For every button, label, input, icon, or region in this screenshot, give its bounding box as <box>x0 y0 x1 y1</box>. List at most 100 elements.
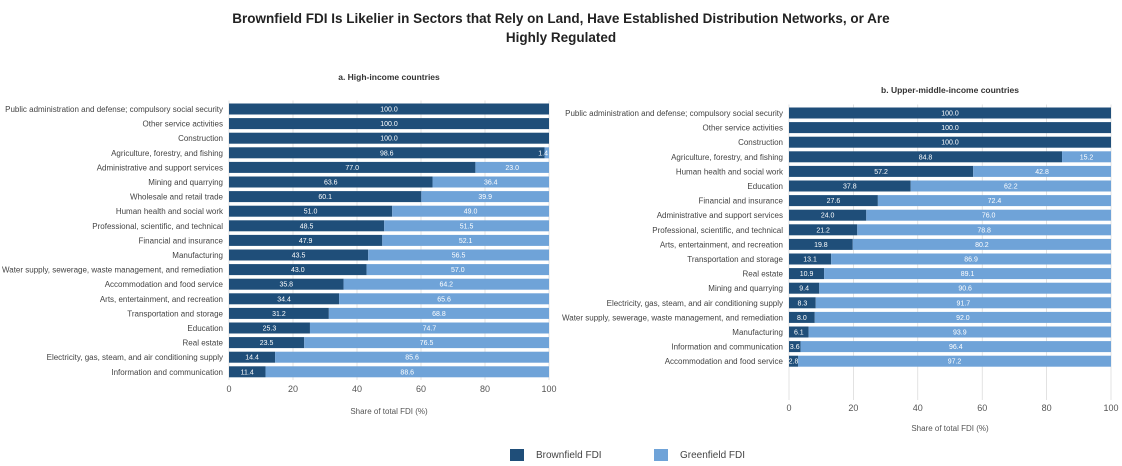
legend-swatch-greenfield <box>654 449 668 461</box>
data-label-brownfield: 43.5 <box>292 253 306 260</box>
bar-greenfield <box>339 293 549 305</box>
category-label: Electricity, gas, steam, and air conditi… <box>607 299 783 308</box>
bar-brownfield <box>229 293 340 305</box>
bar-brownfield <box>229 132 549 144</box>
category-label: Agriculture, forestry, and fishing <box>111 149 223 158</box>
legend-label-brownfield: Brownfield FDI <box>536 449 602 461</box>
category-label: Financial and insurance <box>699 197 784 206</box>
bar-greenfield <box>1062 151 1111 163</box>
category-label: Other service activities <box>703 124 783 133</box>
x-tick-label: 80 <box>1042 403 1052 413</box>
bar-greenfield <box>819 282 1111 294</box>
data-label-greenfield: 74.7 <box>423 326 437 333</box>
bar-brownfield <box>229 234 383 246</box>
legend-item-greenfield: Greenfield FDI <box>654 448 745 462</box>
bar-brownfield <box>229 191 422 203</box>
bar-greenfield <box>421 191 549 203</box>
bar-greenfield <box>857 224 1111 236</box>
data-label-brownfield: 51.0 <box>304 209 318 216</box>
bar-brownfield <box>789 224 858 236</box>
bar-greenfield <box>366 264 549 276</box>
bar-brownfield <box>789 209 867 221</box>
bar-brownfield <box>229 176 433 188</box>
bar-brownfield <box>229 337 305 349</box>
data-label-greenfield: 97.2 <box>948 359 962 366</box>
data-label-greenfield: 36.4 <box>484 180 498 187</box>
bar-brownfield <box>789 195 878 207</box>
data-label-greenfield: 23.0 <box>505 165 519 172</box>
bar-brownfield <box>789 151 1063 163</box>
bar-greenfield <box>275 351 549 363</box>
bar-brownfield <box>229 249 369 261</box>
data-label-greenfield: 52.1 <box>459 238 473 245</box>
data-label-greenfield: 86.9 <box>964 257 978 264</box>
data-label-greenfield: 89.1 <box>961 271 975 278</box>
data-label-brownfield: 100.0 <box>380 136 398 143</box>
category-label: Administrative and support services <box>97 163 223 172</box>
bar-brownfield <box>789 253 832 265</box>
bar-greenfield <box>877 195 1111 207</box>
legend-label-greenfield: Greenfield FDI <box>680 449 746 461</box>
data-label-greenfield: 92.0 <box>956 315 970 322</box>
category-label: Wholesale and retail trade <box>130 193 223 202</box>
category-label: Accommodation and food service <box>105 280 224 289</box>
bar-brownfield <box>789 165 974 177</box>
bar-brownfield <box>229 161 476 173</box>
data-label-brownfield: 24.0 <box>821 213 835 220</box>
bar-greenfield <box>800 341 1111 353</box>
data-label-brownfield: 100.0 <box>380 121 398 128</box>
bar-greenfield <box>368 249 549 261</box>
data-label-brownfield: 47.9 <box>299 238 313 245</box>
x-tick-label: 80 <box>480 384 490 394</box>
category-label: Real estate <box>743 270 784 279</box>
data-label-brownfield: 34.4 <box>277 296 291 303</box>
data-label-brownfield: 60.1 <box>318 194 332 201</box>
panel-a: a. High-income countries 0 20 40 60 80 100 Shar… <box>2 72 557 416</box>
data-label-brownfield: 21.2 <box>816 227 830 234</box>
bar-brownfield <box>789 282 820 294</box>
data-label-greenfield: 90.6 <box>958 286 972 293</box>
data-label-brownfield: 100.0 <box>380 107 398 114</box>
category-label: Information and communication <box>111 368 223 377</box>
bar-greenfield <box>265 366 549 378</box>
bar-brownfield <box>789 136 1111 148</box>
x-tick-label: 60 <box>416 384 426 394</box>
bar-greenfield <box>808 326 1111 338</box>
bar-greenfield <box>328 307 549 319</box>
data-label-brownfield: 27.6 <box>827 198 841 205</box>
category-label: Arts, entertainment, and recreation <box>660 240 783 249</box>
bar-brownfield <box>229 307 329 319</box>
category-label: Information and communication <box>671 343 783 352</box>
x-tick-label: 40 <box>913 403 923 413</box>
data-label-brownfield: 6.1 <box>794 330 804 337</box>
bar-brownfield <box>789 355 799 367</box>
data-label-brownfield: 48.5 <box>300 223 314 230</box>
category-label: Professional, scientific, and technical <box>92 222 223 231</box>
data-label-brownfield: 31.2 <box>272 311 286 318</box>
data-label-greenfield: 78.8 <box>977 227 991 234</box>
data-label-brownfield: 37.8 <box>843 184 857 191</box>
category-label: Manufacturing <box>172 251 223 260</box>
data-label-brownfield: 57.2 <box>874 169 888 176</box>
category-label: Mining and quarrying <box>708 284 783 293</box>
bar-brownfield <box>229 103 549 115</box>
data-label-brownfield: 14.4 <box>245 355 259 362</box>
category-label: Human health and social work <box>676 167 784 176</box>
chart-title: Brownfield FDI Is Likelier in Sectors th… <box>0 9 1122 47</box>
legend-item-brownfield: Brownfield FDI <box>510 448 602 462</box>
bar-greenfield <box>343 278 549 290</box>
data-label-greenfield: 1.4 <box>538 150 548 157</box>
data-label-brownfield: 43.0 <box>291 267 305 274</box>
data-label-brownfield: 35.8 <box>279 282 293 289</box>
data-label-greenfield: 49.0 <box>464 209 478 216</box>
data-label-brownfield: 25.3 <box>263 326 277 333</box>
chart-title-line-1: Brownfield FDI Is Likelier in Sectors th… <box>232 11 890 26</box>
data-label-brownfield: 100.0 <box>941 125 959 132</box>
bar-brownfield <box>789 122 1111 134</box>
data-label-brownfield: 2.8 <box>789 359 799 366</box>
data-label-greenfield: 72.4 <box>988 198 1002 205</box>
category-label: Electricity, gas, steam, and air conditi… <box>47 353 223 362</box>
category-label: Other service activities <box>143 120 223 129</box>
x-tick-label: 40 <box>352 384 362 394</box>
data-label-greenfield: 68.8 <box>432 311 446 318</box>
